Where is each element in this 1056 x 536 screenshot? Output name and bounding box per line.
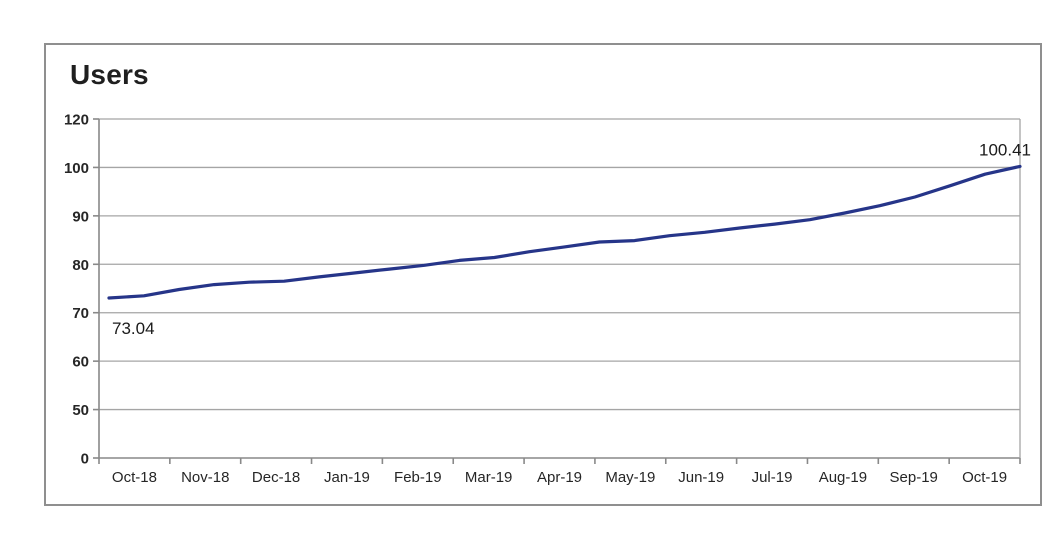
users-line	[107, 164, 1022, 300]
x-axis-tick-label: Dec-18	[252, 469, 300, 486]
y-axis-tick-label: 120	[64, 112, 89, 129]
y-axis-tick-label: 50	[72, 402, 89, 419]
x-axis-tick-label: Mar-19	[465, 469, 513, 486]
x-axis-tick-label: Nov-18	[181, 469, 229, 486]
first-value-label: 73.04	[112, 319, 155, 338]
x-axis-tick-label: Jun-19	[678, 469, 724, 486]
y-axis-tick-label: 100	[64, 160, 89, 177]
x-axis-tick-label: Oct-18	[112, 469, 157, 486]
last-value-label: 100.41	[979, 140, 1031, 159]
x-axis-tick-label: May-19	[605, 469, 655, 486]
gridlines-layer	[99, 118, 1020, 411]
x-axis-tick-label: Aug-19	[819, 469, 867, 486]
y-axis-tick-label: 70	[72, 305, 89, 322]
x-axis-tick-label: Jan-19	[324, 469, 370, 486]
x-axis-tick-label: Oct-19	[962, 469, 1007, 486]
x-axis-tick-label: Jul-19	[752, 469, 793, 486]
x-axis-tick-label: Sep-19	[890, 469, 938, 486]
chart-title: Users	[70, 59, 149, 90]
x-axis-tick-label: Apr-19	[537, 469, 582, 486]
y-axis-tick-label: 90	[72, 208, 89, 225]
series-layer: 73.04 100.41	[107, 140, 1031, 338]
y-axis-tick-label: 80	[72, 257, 89, 274]
axes-layer	[93, 118, 1021, 464]
users-chart-card: Users 120 100 90 80 70 60 50 0 Oct-18 Nov-18 Dec-1…	[44, 43, 1042, 506]
x-axis-tick-label: Feb-19	[394, 469, 442, 486]
users-line-chart: 120 100 90 80 70 60 50 0 Oct-18 Nov-18 Dec-18 Jan-1…	[64, 112, 1031, 487]
y-axis-tick-label: 0	[81, 451, 89, 468]
axis-labels-layer: 120 100 90 80 70 60 50 0 Oct-18 Nov-18 Dec-18 Jan-1…	[64, 112, 1007, 487]
y-axis-tick-label: 60	[72, 354, 89, 371]
